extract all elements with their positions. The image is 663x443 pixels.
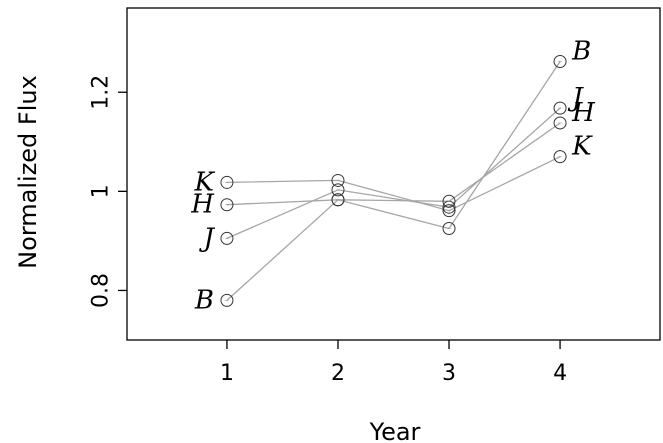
series-label-left-J: J <box>199 223 216 253</box>
x-tick-label: 2 <box>331 361 345 386</box>
data-point-H <box>331 193 345 207</box>
data-point-K <box>331 173 345 187</box>
series-label-left-B: B <box>194 285 214 315</box>
data-point-H <box>442 194 456 208</box>
series-label-right-J: J <box>567 83 584 113</box>
series-line-H <box>226 122 561 206</box>
y-tick-label: 0.8 <box>89 273 114 308</box>
y-tick-label: 1 <box>89 184 114 198</box>
data-point-J <box>331 183 345 197</box>
series-label-left-H: H <box>190 190 215 220</box>
y-axis-title: Normalized Flux <box>14 75 42 269</box>
data-point-H <box>553 116 567 130</box>
plot-frame <box>126 7 661 341</box>
data-point-H <box>220 198 234 212</box>
series-line-B <box>226 61 561 301</box>
series-label-right-K: K <box>571 132 593 162</box>
y-tick-label: 1.2 <box>89 75 114 110</box>
series-label-left-K: K <box>194 167 216 197</box>
data-point-J <box>553 101 567 115</box>
data-point-K <box>553 150 567 164</box>
x-tick-label: 4 <box>553 361 567 386</box>
x-tick-label: 1 <box>220 361 234 386</box>
x-tick-label: 3 <box>442 361 456 386</box>
data-point-B <box>442 222 456 236</box>
data-point-K <box>442 204 456 218</box>
data-point-K <box>220 175 234 189</box>
series-line-K <box>226 156 561 212</box>
x-axis-title: Year <box>369 418 421 443</box>
data-point-B <box>553 55 567 69</box>
series-label-right-B: B <box>571 37 591 67</box>
data-point-B <box>220 293 234 307</box>
series-label-right-H: H <box>571 98 596 128</box>
data-point-J <box>220 231 234 245</box>
series-line-J <box>226 107 561 239</box>
